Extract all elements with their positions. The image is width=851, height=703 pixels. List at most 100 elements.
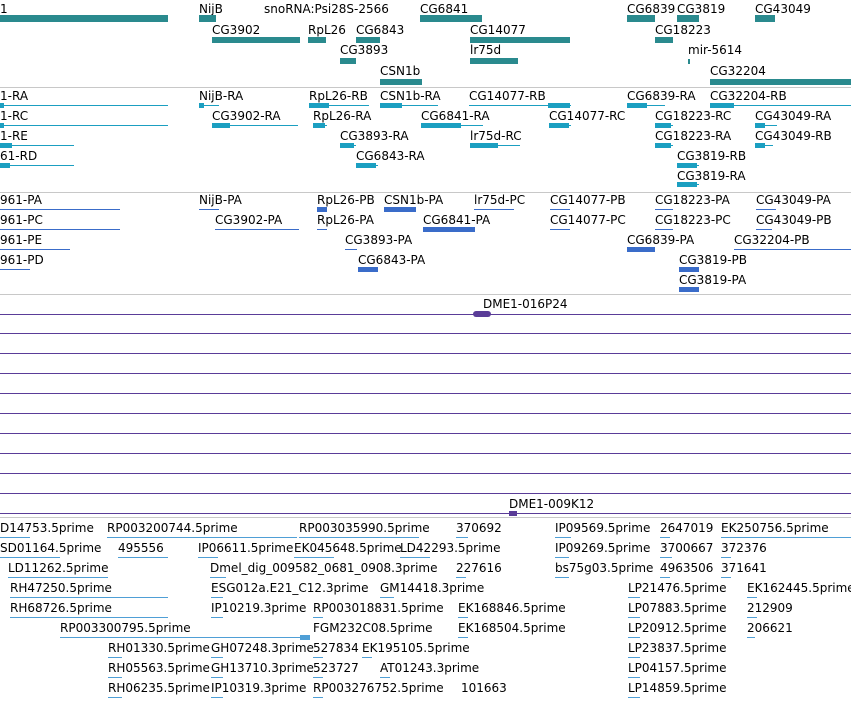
est-feature[interactable] — [660, 537, 670, 538]
gene-feature[interactable] — [627, 15, 655, 22]
est-feature[interactable] — [118, 557, 168, 558]
protein-label[interactable]: CG6839-PA — [627, 233, 695, 247]
est-label[interactable]: SD01164.5prime — [0, 541, 102, 555]
transcript-label[interactable]: CG6839-RA — [627, 89, 696, 103]
est-feature[interactable] — [108, 677, 122, 678]
est-label[interactable]: 101663 — [461, 681, 507, 695]
est-feature[interactable] — [747, 597, 757, 598]
transcript-label[interactable]: RpL26-RA — [313, 109, 372, 123]
transcript-label[interactable]: CG14077-RC — [549, 109, 626, 123]
gene-label[interactable]: CG3893 — [340, 43, 389, 57]
est-feature[interactable] — [400, 557, 430, 558]
protein-label[interactable]: NijB-PA — [199, 193, 242, 207]
est-feature[interactable] — [380, 597, 394, 598]
transcript-feature[interactable] — [755, 125, 777, 126]
protein-label[interactable]: CG6841-PA — [423, 213, 491, 227]
est-label[interactable]: ESG012a.E21_C12.3prime — [211, 581, 369, 595]
protein-feature[interactable] — [655, 209, 673, 210]
transcript-feature[interactable] — [380, 105, 438, 106]
est-label[interactable]: EK162445.5prime — [747, 581, 851, 595]
protein-feature[interactable] — [655, 229, 673, 230]
est-label[interactable]: bs75g03.5prime — [555, 561, 654, 575]
protein-label[interactable]: RpL26-PA — [317, 213, 374, 227]
est-label[interactable]: 206621 — [747, 621, 793, 635]
gene-feature[interactable] — [688, 59, 690, 64]
est-feature[interactable] — [313, 697, 323, 698]
est-feature[interactable] — [0, 557, 60, 558]
protein-feature[interactable] — [756, 209, 776, 210]
transcript-feature[interactable] — [199, 105, 219, 106]
gene-feature[interactable] — [308, 37, 326, 43]
est-label[interactable]: RP003200744.5prime — [107, 521, 238, 535]
protein-feature[interactable] — [474, 209, 514, 210]
protein-feature[interactable] — [423, 227, 475, 232]
est-label[interactable]: 2647019 — [660, 521, 714, 535]
transcript-feature[interactable] — [0, 105, 168, 106]
gene-feature[interactable] — [420, 15, 482, 22]
transcript-label[interactable]: NijB-RA — [199, 89, 244, 103]
est-label[interactable]: 371641 — [721, 561, 767, 575]
est-label[interactable]: EK168846.5prime — [458, 601, 566, 615]
transcript-label[interactable]: CSN1b-RA — [380, 89, 441, 103]
protein-label[interactable]: CG14077-PB — [550, 193, 626, 207]
transcript-label[interactable]: 1-RE — [0, 129, 28, 143]
est-feature[interactable] — [721, 537, 851, 538]
est-feature[interactable] — [313, 677, 323, 678]
est-feature[interactable] — [294, 557, 334, 558]
est-label[interactable]: RH06235.5prime — [108, 681, 210, 695]
gene-feature[interactable] — [710, 79, 851, 85]
est-label[interactable]: IP10319.3prime — [211, 681, 307, 695]
est-label[interactable]: GH13710.3prime — [211, 661, 314, 675]
est-feature[interactable] — [628, 657, 640, 658]
est-label[interactable]: LP23837.5prime — [628, 641, 727, 655]
gene-label[interactable]: CG14077 — [470, 23, 526, 37]
est-label[interactable]: 523727 — [313, 661, 359, 675]
protein-label[interactable]: 961-PA — [0, 193, 42, 207]
transcript-label[interactable]: CG3893-RA — [340, 129, 409, 143]
est-label[interactable]: AT01243.3prime — [380, 661, 480, 675]
protein-feature[interactable] — [345, 249, 357, 250]
est-label[interactable]: RH05563.5prime — [108, 661, 210, 675]
clone-label[interactable]: DME1-016P24 — [483, 297, 568, 311]
est-feature[interactable] — [660, 577, 670, 578]
protein-label[interactable]: CG3902-PA — [215, 213, 283, 227]
est-label[interactable]: FGM232C08.5prime — [313, 621, 433, 635]
est-feature[interactable] — [555, 557, 569, 558]
est-feature[interactable] — [313, 617, 323, 618]
est-label[interactable]: LP20912.5prime — [628, 621, 727, 635]
transcript-label[interactable]: CG14077-RB — [469, 89, 546, 103]
gene-feature[interactable] — [755, 15, 775, 22]
est-label[interactable]: GH07248.3prime — [211, 641, 314, 655]
transcript-label[interactable]: CG6841-RA — [421, 109, 490, 123]
transcript-label[interactable]: CG3819-RB — [677, 149, 747, 163]
est-label[interactable]: EK168504.5prime — [458, 621, 566, 635]
clone-label[interactable]: DME1-009K12 — [509, 497, 595, 511]
protein-feature[interactable] — [215, 229, 299, 230]
protein-label[interactable]: CG32204-PB — [734, 233, 810, 247]
transcript-feature[interactable] — [212, 125, 298, 126]
transcript-feature[interactable] — [710, 105, 851, 106]
transcript-label[interactable]: CG18223-RA — [655, 129, 732, 143]
est-label[interactable]: LD11262.5prime — [8, 561, 109, 575]
gene-feature[interactable] — [380, 79, 422, 85]
est-feature[interactable] — [628, 697, 640, 698]
gene-label[interactable]: NijB — [199, 2, 223, 16]
est-label[interactable]: LP07883.5prime — [628, 601, 727, 615]
est-feature[interactable] — [628, 597, 640, 598]
protein-feature[interactable] — [358, 267, 378, 272]
est-feature[interactable] — [380, 677, 390, 678]
gene-feature[interactable] — [356, 37, 380, 43]
protein-label[interactable]: 961-PE — [0, 233, 43, 247]
est-label[interactable]: EK045648.5prime — [294, 541, 402, 555]
est-label[interactable]: LP21476.5prime — [628, 581, 727, 595]
gene-feature[interactable] — [470, 37, 570, 43]
transcript-feature[interactable] — [0, 165, 74, 166]
est-feature[interactable] — [211, 697, 223, 698]
gene-label[interactable]: CG3902 — [212, 23, 261, 37]
est-label[interactable]: RH01330.5prime — [108, 641, 210, 655]
protein-label[interactable]: CG43049-PA — [756, 193, 831, 207]
protein-feature[interactable] — [550, 229, 570, 230]
est-label[interactable]: GM14418.3prime — [380, 581, 485, 595]
gene-label[interactable]: CG6839 — [627, 2, 676, 16]
gene-feature[interactable] — [199, 15, 216, 22]
